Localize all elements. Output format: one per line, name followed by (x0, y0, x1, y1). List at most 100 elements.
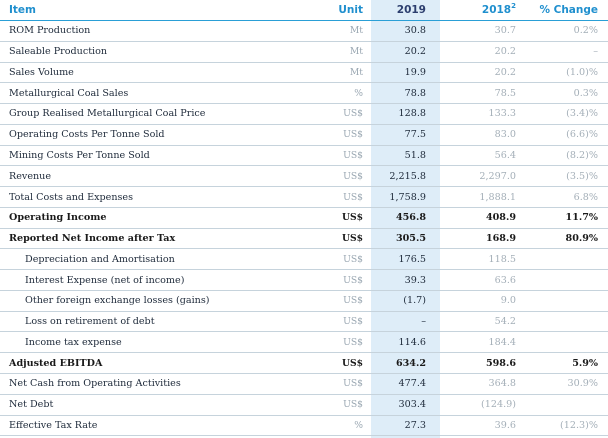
header-2018: 20182 (440, 0, 522, 21)
header-item: Item (0, 0, 306, 21)
row-value-2019: 305.5 (371, 228, 440, 250)
row-value-2018: 54.2 (440, 311, 522, 333)
row-value-2018: 63.6 (440, 269, 522, 291)
row-value-2018: 78.5 (440, 82, 522, 105)
row-change (522, 331, 608, 354)
row-change (522, 394, 608, 416)
header-unit: Unit (306, 0, 371, 21)
row-value-2018: 30.7 (440, 20, 522, 42)
row-unit: % (306, 82, 371, 105)
row-item: Metallurgical Coal Sales (0, 82, 306, 105)
table-row: Net Cash from Operating Activities US$ 477… (0, 373, 608, 395)
row-item: Effective Tax Rate (0, 415, 306, 437)
row-value-2019: 477.4 (371, 373, 440, 395)
row-value-2019: 39.3 (371, 269, 440, 291)
row-change (522, 248, 608, 271)
row-item: Sales Volume (0, 62, 306, 84)
table-row: Other foreign exchange losses (gains) US$… (0, 290, 608, 312)
row-item: Depreciation and Amortisation (0, 248, 306, 271)
row-item: Operating Income (0, 207, 306, 229)
table-row: Income tax expense US$ 114.6 184.4 (0, 331, 608, 354)
table-row: Sales Volume Mt 19.9 20.2 (1.0)% (0, 62, 608, 84)
table-row: Loss on retirement of debt US$ –54.2 (0, 311, 608, 333)
table-row: ROM Production Mt 30.8 30.7 0.2% (0, 20, 608, 42)
row-item: Saleable Production (0, 41, 306, 63)
row-value-2018: 408.9 (440, 207, 522, 229)
header-2019: 2019 (371, 0, 440, 21)
row-change: 0.2% (522, 20, 608, 42)
table-row: Effective Tax Rate% 27.3 39.6 (12.3)% (0, 415, 608, 437)
table-row: Total Costs and Expenses US$ 1,758.9 1,888.… (0, 186, 608, 208)
row-change (522, 269, 608, 291)
row-value-2019: (1.7) (371, 290, 440, 312)
row-unit: Mt (306, 20, 371, 42)
row-value-2018: 2,297.0 (440, 165, 522, 188)
row-value-2019: 176.5 (371, 248, 440, 271)
row-item: Net Cash from Operating Activities (0, 373, 306, 395)
row-unit: US$ (306, 145, 371, 167)
row-change: 5.9% (522, 352, 608, 375)
row-change: 0.3% (522, 82, 608, 105)
row-value-2019: 634.2 (371, 352, 440, 375)
table-header: Item Unit 2019 20182 % Change (0, 0, 608, 21)
row-value-2019: 456.8 (371, 207, 440, 229)
row-value-2019: 1,758.9 (371, 186, 440, 208)
row-change: 80.9% (522, 228, 608, 250)
row-unit: US$ (306, 269, 371, 291)
row-value-2018: 1,888.1 (440, 186, 522, 208)
row-value-2019: 30.8 (371, 20, 440, 42)
row-unit: US$ (306, 248, 371, 271)
row-value-2018: 20.2 (440, 41, 522, 63)
row-value-2018: 168.9 (440, 228, 522, 250)
row-change: (3.5)% (522, 165, 608, 188)
table-row: Saleable Production Mt 20.2 20.2– (0, 41, 608, 63)
table-row: Group Realised Metallurgical Coal Price U… (0, 103, 608, 125)
row-unit: US$ (306, 207, 371, 229)
row-unit: Mt (306, 62, 371, 84)
row-item: Income tax expense (0, 331, 306, 354)
row-change: 30.9% (522, 373, 608, 395)
row-item: Operating Costs Per Tonne Sold (0, 124, 306, 146)
row-item: Revenue (0, 165, 306, 188)
row-item: Adjusted EBITDA (0, 352, 306, 375)
row-change: (3.4)% (522, 103, 608, 125)
table-row: Reported Net Income after Tax US$ 305.5 168… (0, 228, 608, 250)
row-value-2018: 364.8 (440, 373, 522, 395)
header-row: Item Unit 2019 20182 % Change (0, 0, 608, 21)
row-unit: US$ (306, 373, 371, 395)
table-row: Operating Income US$ 456.8 408.9 11.7% (0, 207, 608, 229)
header-2018-label: 2018 (481, 4, 512, 16)
table-row: Interest Expense (net of income) US$ 39.3 6… (0, 269, 608, 291)
row-value-2018: (124.9) (440, 394, 522, 416)
row-value-2018: 20.2 (440, 62, 522, 84)
row-item: Interest Expense (net of income) (0, 269, 306, 291)
table-row: Adjusted EBITDA US$ 634.2 598.6 5.9% (0, 352, 608, 375)
table-row: Revenue US$ 2,215.8 2,297.0 (3.5)% (0, 165, 608, 188)
row-change: (12.3)% (522, 415, 608, 437)
row-value-2018: 184.4 (440, 331, 522, 354)
row-change (522, 311, 608, 333)
row-item: Other foreign exchange losses (gains) (0, 290, 306, 312)
row-unit: US$ (306, 186, 371, 208)
row-value-2018: 83.0 (440, 124, 522, 146)
table-row: Mining Costs Per Tonne Sold US$ 51.8 56.4 (8… (0, 145, 608, 167)
table-row: Depreciation and Amortisation US$ 176.5 118… (0, 248, 608, 271)
row-value-2018: 598.6 (440, 352, 522, 375)
row-item: Total Costs and Expenses (0, 186, 306, 208)
table-body: ROM Production Mt 30.8 30.7 0.2% Saleable Pro… (0, 20, 608, 437)
row-value-2018: 133.3 (440, 103, 522, 125)
row-item: Net Debt (0, 394, 306, 416)
row-value-2018: 118.5 (440, 248, 522, 271)
header-change: % Change (522, 0, 608, 21)
row-value-2018: 39.6 (440, 415, 522, 437)
row-unit: US$ (306, 165, 371, 188)
row-change (522, 290, 608, 312)
row-value-2019: 27.3 (371, 415, 440, 437)
row-value-2019: 77.5 (371, 124, 440, 146)
row-unit: US$ (306, 331, 371, 354)
row-item: Mining Costs Per Tonne Sold (0, 145, 306, 167)
row-unit: US$ (306, 290, 371, 312)
row-unit: % (306, 415, 371, 437)
row-unit: US$ (306, 311, 371, 333)
